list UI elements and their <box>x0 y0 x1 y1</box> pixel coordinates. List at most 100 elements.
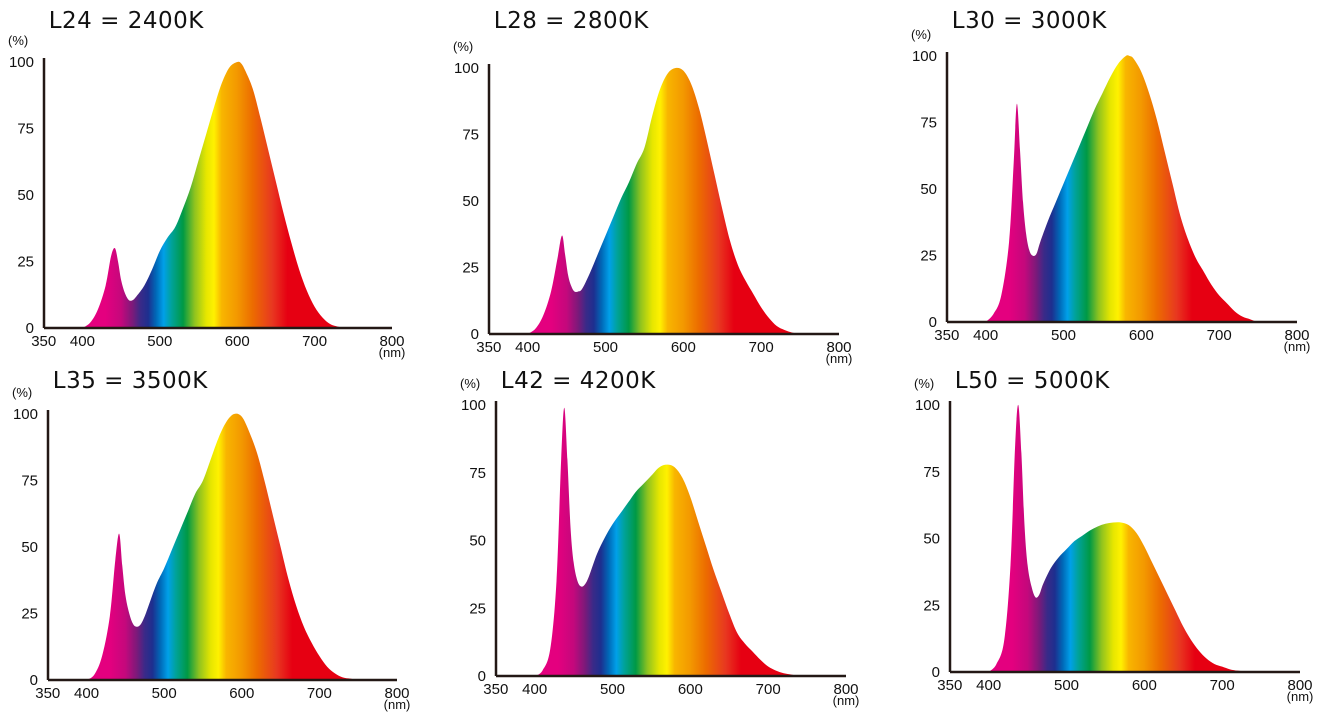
x-tick-label: 350 <box>937 677 962 694</box>
x-tick-label: 700 <box>302 333 327 350</box>
x-tick-label: 500 <box>1051 327 1076 344</box>
x-axis-unit: (nm) <box>384 697 411 712</box>
y-tick-label: 25 <box>17 254 34 271</box>
y-tick-label: 25 <box>923 597 940 614</box>
x-axis-unit: (nm) <box>826 351 853 366</box>
chart-svg: L24 = 2400K 0 25 50 75 100 (%) 350 400 500 600 700 8… <box>8 8 406 360</box>
y-tick-label: 100 <box>915 397 940 414</box>
x-tick-label: 400 <box>515 339 540 356</box>
x-tick-label: 350 <box>483 681 508 698</box>
y-tick-label: 0 <box>478 668 486 685</box>
y-tick-label: 25 <box>21 606 38 623</box>
y-tick-label: 25 <box>920 248 937 265</box>
y-tick-label: 75 <box>920 115 937 132</box>
spectrum-chart-l30: L30 = 3000K 0 25 50 75 100 (%) 350 400 500 600 700 8… <box>894 0 1341 359</box>
x-tick-label: 350 <box>934 327 959 344</box>
x-tick-label: 700 <box>756 681 781 698</box>
chart-svg: L35 = 3500K 0 25 50 75 100 (%) 350 400 500 600 700 8… <box>12 368 411 712</box>
x-tick-label: 400 <box>976 677 1001 694</box>
y-axis-unit: (%) <box>460 376 480 391</box>
chart-svg: L50 = 5000K 0 25 50 75 100 (%) 350 400 500 600 700 8… <box>914 368 1314 704</box>
x-tick-label: 350 <box>31 333 56 350</box>
x-axis-unit: (nm) <box>1287 689 1314 704</box>
x-tick-label: 600 <box>1129 327 1154 344</box>
y-tick-label: 75 <box>923 464 940 481</box>
chart-title: L35 = 3500K <box>53 368 209 394</box>
x-tick-label: 400 <box>74 685 99 702</box>
spectrum-area <box>534 407 815 676</box>
x-tick-label: 350 <box>476 339 501 356</box>
x-tick-label: 700 <box>1207 327 1232 344</box>
x-tick-label: 800 <box>833 681 858 698</box>
y-tick-label: 100 <box>13 406 38 423</box>
y-axis-unit: (%) <box>12 385 32 400</box>
x-tick-label: 600 <box>678 681 703 698</box>
spectrum-area <box>82 61 369 328</box>
y-tick-label: 50 <box>17 187 34 204</box>
spectrum-chart-l50: L50 = 5000K 0 25 50 75 100 (%) 350 400 500 600 700 8… <box>894 359 1341 718</box>
x-tick-label: 700 <box>749 339 774 356</box>
x-tick-label: 600 <box>229 685 254 702</box>
x-tick-label: 700 <box>307 685 332 702</box>
x-tick-label: 600 <box>225 333 250 350</box>
y-tick-label: 0 <box>929 314 937 331</box>
y-tick-label: 25 <box>462 260 479 277</box>
y-tick-label: 100 <box>9 54 34 71</box>
chart-title: L24 = 2400K <box>49 8 205 34</box>
spectrum-area <box>985 55 1266 322</box>
chart-svg: L42 = 4200K 0 25 50 75 100 (%) 350 400 500 600 700 8… <box>460 368 860 708</box>
x-tick-label: 500 <box>600 681 625 698</box>
x-tick-label: 800 <box>826 339 851 356</box>
x-tick-label: 400 <box>973 327 998 344</box>
spectrum-chart-l42: L42 = 4200K 0 25 50 75 100 (%) 350 400 500 600 700 8… <box>447 359 894 718</box>
spectrum-chart-l28: L28 = 2800K 0 25 50 75 100 (%) 350 400 500 600 700 8… <box>447 0 894 366</box>
x-tick-label: 500 <box>1054 677 1079 694</box>
chart-title: L30 = 3000K <box>952 8 1108 34</box>
spectrum-area <box>527 67 816 334</box>
x-tick-label: 700 <box>1210 677 1235 694</box>
y-tick-label: 0 <box>26 320 34 337</box>
x-tick-label: 800 <box>384 685 409 702</box>
x-tick-label: 800 <box>379 333 404 350</box>
x-tick-label: 600 <box>1132 677 1157 694</box>
y-tick-label: 0 <box>932 664 940 681</box>
y-axis-unit: (%) <box>8 33 28 48</box>
y-tick-label: 50 <box>920 181 937 198</box>
y-tick-label: 100 <box>461 397 486 414</box>
chart-title: L50 = 5000K <box>955 368 1111 394</box>
spectrum-chart-l35: L35 = 3500K 0 25 50 75 100 (%) 350 400 500 600 700 8… <box>0 359 447 718</box>
x-tick-label: 800 <box>1284 327 1309 344</box>
x-tick-label: 400 <box>70 333 95 350</box>
y-tick-label: 75 <box>469 465 486 482</box>
chart-title: L42 = 4200K <box>501 368 657 394</box>
y-tick-label: 100 <box>912 48 937 65</box>
x-tick-label: 400 <box>522 681 547 698</box>
y-tick-label: 75 <box>17 121 34 138</box>
x-tick-label: 350 <box>35 685 60 702</box>
y-tick-label: 50 <box>21 539 38 556</box>
x-tick-label: 500 <box>147 333 172 350</box>
y-tick-label: 75 <box>21 473 38 490</box>
y-tick-label: 75 <box>462 127 479 144</box>
y-tick-label: 0 <box>30 672 38 689</box>
x-axis-unit: (nm) <box>1284 339 1311 354</box>
y-tick-label: 0 <box>471 326 479 343</box>
y-tick-label: 50 <box>462 193 479 210</box>
x-tick-label: 500 <box>593 339 618 356</box>
y-tick-label: 50 <box>923 531 940 548</box>
y-tick-label: 100 <box>454 60 479 77</box>
x-tick-label: 800 <box>1287 677 1312 694</box>
x-tick-label: 600 <box>671 339 696 356</box>
y-tick-label: 50 <box>469 533 486 550</box>
x-tick-label: 500 <box>152 685 177 702</box>
y-axis-unit: (%) <box>453 39 473 54</box>
spectrum-area <box>988 404 1269 672</box>
y-axis-unit: (%) <box>911 27 931 42</box>
chart-svg: L30 = 3000K 0 25 50 75 100 (%) 350 400 500 600 700 8… <box>911 8 1311 354</box>
y-tick-label: 25 <box>469 600 486 617</box>
x-axis-unit: (nm) <box>833 693 860 708</box>
x-axis-unit: (nm) <box>379 345 406 360</box>
spectrum-chart-l24: L24 = 2400K 0 25 50 75 100 (%) 350 400 500 600 700 8… <box>0 0 447 360</box>
spectrum-area <box>86 413 374 680</box>
y-axis-unit: (%) <box>914 376 934 391</box>
